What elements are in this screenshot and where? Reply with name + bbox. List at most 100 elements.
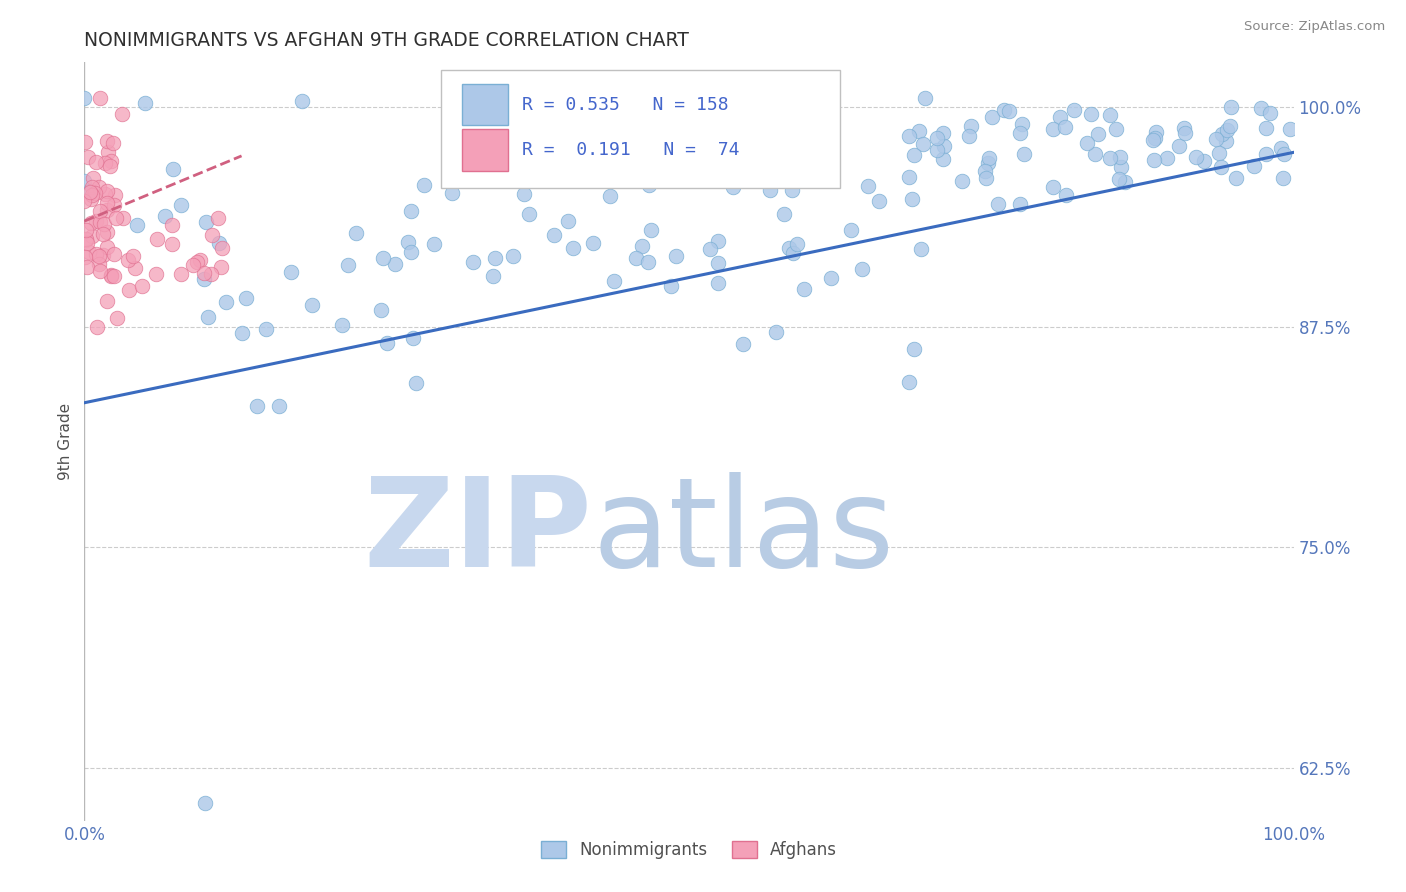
Point [623, 155, 645, 169]
Point [79, 186, 101, 200]
Point [513, 187, 536, 202]
Point [162, 237, 184, 252]
FancyBboxPatch shape [461, 129, 508, 171]
Point [96, 184, 118, 198]
Point [181, 258, 204, 272]
Point [96, 225, 118, 239]
Point [839, 223, 862, 237]
Point [103, 198, 125, 212]
Point [103, 268, 125, 283]
Point [707, 277, 730, 291]
Point [631, 239, 654, 253]
Point [87, 257, 110, 271]
Point [291, 94, 314, 108]
Point [974, 170, 997, 185]
Point [89, 91, 111, 105]
Point [617, 93, 640, 107]
Point [405, 376, 427, 391]
Point [755, 156, 778, 170]
Point [898, 375, 921, 389]
Point [201, 227, 224, 242]
Point [162, 161, 184, 176]
Point [543, 227, 565, 242]
Point [80, 228, 103, 243]
Point [1211, 127, 1233, 141]
Point [93, 248, 115, 262]
Point [1254, 121, 1277, 136]
Point [246, 399, 269, 413]
Point [399, 203, 422, 218]
Point [1109, 150, 1132, 164]
Point [207, 211, 229, 225]
Point [1063, 103, 1085, 117]
Point [1008, 126, 1031, 140]
Point [96, 203, 118, 218]
Point [211, 241, 233, 255]
Text: R =  0.191   N =  74: R = 0.191 N = 74 [522, 142, 740, 160]
Point [1205, 132, 1227, 146]
Point [1194, 153, 1216, 168]
Point [974, 164, 997, 178]
Point [957, 128, 980, 143]
Point [73, 250, 96, 264]
Point [401, 331, 423, 345]
Point [208, 236, 231, 251]
Point [1219, 100, 1241, 114]
Point [1143, 131, 1166, 145]
Point [624, 251, 647, 265]
Point [1272, 171, 1295, 186]
Point [100, 268, 122, 282]
Point [188, 252, 211, 267]
Point [1105, 122, 1128, 136]
Point [194, 215, 217, 229]
Point [301, 298, 323, 312]
Point [84, 246, 107, 260]
Point [1208, 146, 1230, 161]
Point [1184, 150, 1206, 164]
Point [440, 186, 463, 200]
Point [344, 226, 367, 240]
Point [1174, 126, 1197, 140]
Point [87, 249, 110, 263]
Point [599, 189, 621, 203]
Point [659, 278, 682, 293]
Point [793, 282, 815, 296]
Point [91, 227, 114, 242]
Point [86, 320, 108, 334]
Point [898, 128, 921, 143]
Text: ZIP: ZIP [364, 472, 592, 593]
Point [977, 156, 1000, 170]
Point [105, 211, 128, 225]
Point [914, 91, 936, 105]
Point [759, 183, 782, 197]
Point [100, 153, 122, 168]
Point [89, 215, 111, 229]
Point [721, 180, 744, 194]
Point [73, 194, 96, 208]
Point [911, 137, 934, 152]
Point [1042, 121, 1064, 136]
FancyBboxPatch shape [461, 84, 508, 126]
Point [96, 293, 118, 308]
Point [761, 148, 783, 162]
Point [111, 107, 134, 121]
Point [665, 249, 688, 263]
Point [778, 241, 800, 255]
Point [1098, 107, 1121, 121]
Point [1042, 180, 1064, 194]
Point [336, 258, 359, 272]
Point [638, 178, 661, 192]
Point [637, 255, 659, 269]
Point [927, 130, 949, 145]
Point [87, 179, 110, 194]
Point [517, 207, 540, 221]
Point [105, 311, 128, 326]
Point [89, 203, 111, 218]
Point [468, 126, 491, 140]
Point [82, 171, 104, 186]
Point [1054, 188, 1077, 202]
Point [868, 194, 890, 208]
Point [98, 159, 121, 173]
Point [581, 235, 603, 250]
Point [193, 266, 215, 280]
